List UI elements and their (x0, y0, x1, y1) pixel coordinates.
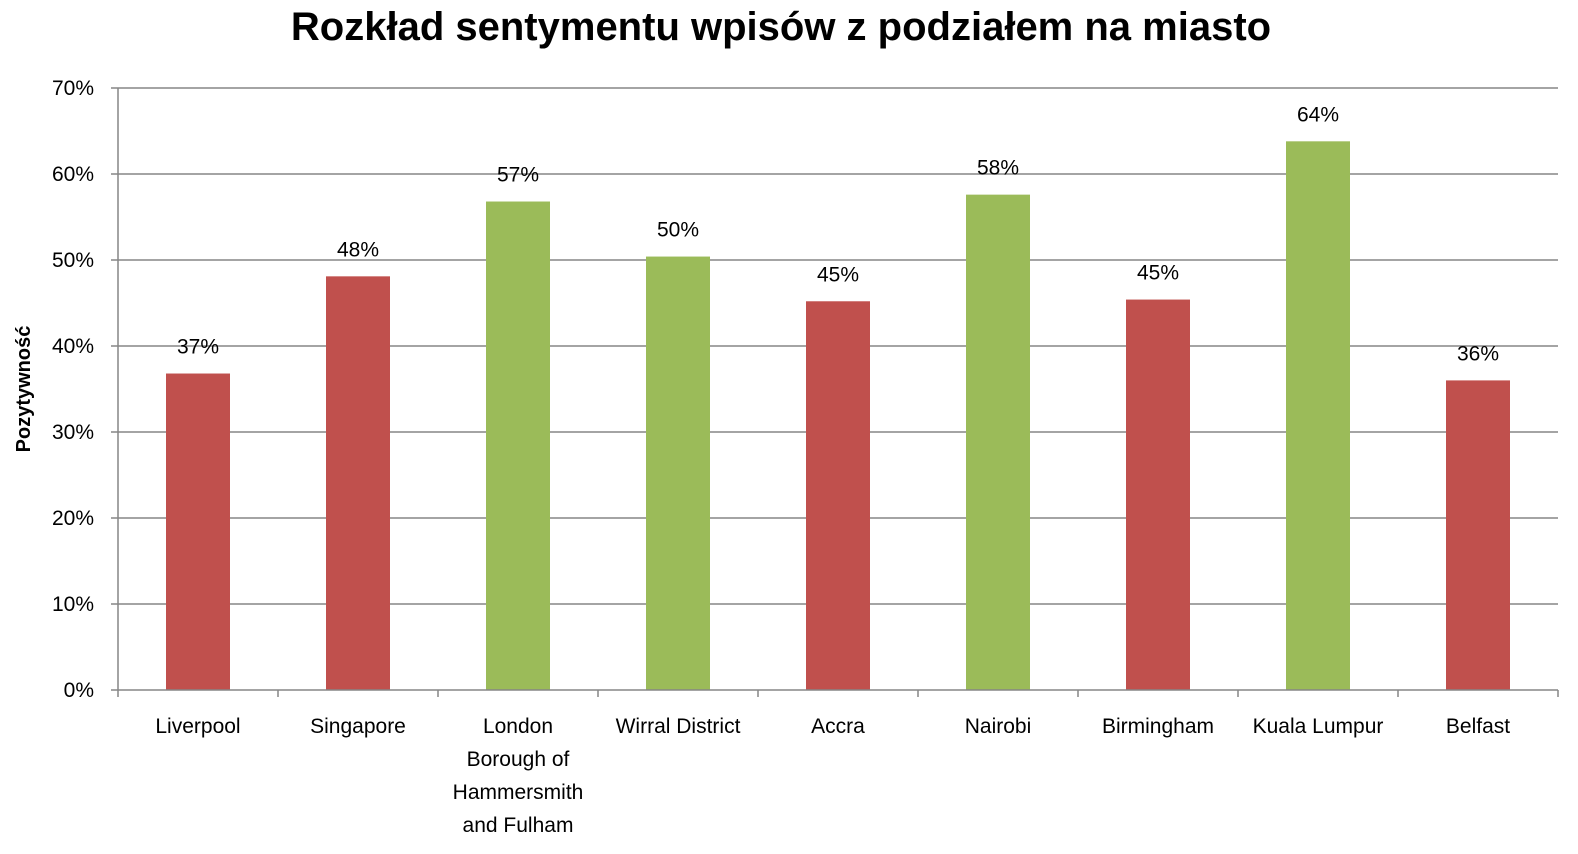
category-label: Singapore (310, 715, 406, 738)
bar (646, 256, 710, 690)
chart-title: Rozkład sentymentu wpisów z podziałem na… (290, 5, 1272, 49)
category-label-line: Liverpool (155, 715, 240, 738)
category-label-line: Belfast (1446, 715, 1510, 738)
data-label: 48% (337, 238, 379, 261)
category-label: London Borough of Hammersmith and Fulham (453, 715, 584, 837)
category-label-line: Kuala Lumpur (1253, 715, 1384, 738)
data-label: 50% (657, 219, 699, 242)
category-label-line: Accra (811, 715, 865, 738)
y-tick-label: 50% (52, 249, 94, 272)
category-label-line: Birmingham (1102, 715, 1214, 738)
y-tick-label: 0% (64, 679, 94, 702)
category-label-line: Singapore (310, 715, 406, 738)
y-tick-label: 10% (52, 593, 94, 616)
category-label: Accra (811, 715, 865, 738)
category-label-line: Wirral District (616, 715, 741, 738)
category-label: Liverpool (155, 715, 240, 738)
category-label-line: London (483, 715, 553, 738)
y-tick-labels: 0% 10% 20% 30% 40% 50% 60% 70% (52, 77, 94, 702)
category-label: Kuala Lumpur (1253, 715, 1384, 738)
y-tick-label: 20% (52, 507, 94, 530)
y-axis-title: Pozytywność (13, 326, 35, 453)
bars (166, 141, 1510, 690)
category-label-line: Hammersmith (453, 781, 584, 804)
data-label: 37% (177, 336, 219, 359)
bar (1446, 380, 1510, 690)
category-label: Nairobi (965, 715, 1032, 738)
data-label: 36% (1457, 342, 1499, 365)
bar (806, 301, 870, 690)
category-label-line: and Fulham (463, 814, 574, 837)
category-label-line: Nairobi (965, 715, 1032, 738)
category-label: Belfast (1446, 715, 1510, 738)
data-label: 57% (497, 164, 539, 187)
category-label-line: Borough of (467, 748, 570, 771)
bar (326, 276, 390, 690)
axes (111, 87, 1559, 697)
bar (166, 373, 230, 690)
y-tick-label: 30% (52, 421, 94, 444)
y-tick-label: 70% (52, 77, 94, 100)
data-labels: 37% 48% 57% 50% 45% 58% 45% 64% 36% (177, 103, 1499, 365)
category-label: Birmingham (1102, 715, 1214, 738)
data-label: 45% (817, 263, 859, 286)
bar (1286, 141, 1350, 690)
data-label: 58% (977, 157, 1019, 180)
y-tick-label: 60% (52, 163, 94, 186)
data-label: 64% (1297, 103, 1339, 126)
x-category-labels: Liverpool Singapore London Borough of Hammer… (155, 715, 1510, 837)
category-label: Wirral District (616, 715, 741, 738)
bar (966, 194, 1030, 690)
bar (486, 201, 550, 690)
bar (1126, 299, 1190, 690)
y-tick-label: 40% (52, 335, 94, 358)
data-label: 45% (1137, 262, 1179, 285)
